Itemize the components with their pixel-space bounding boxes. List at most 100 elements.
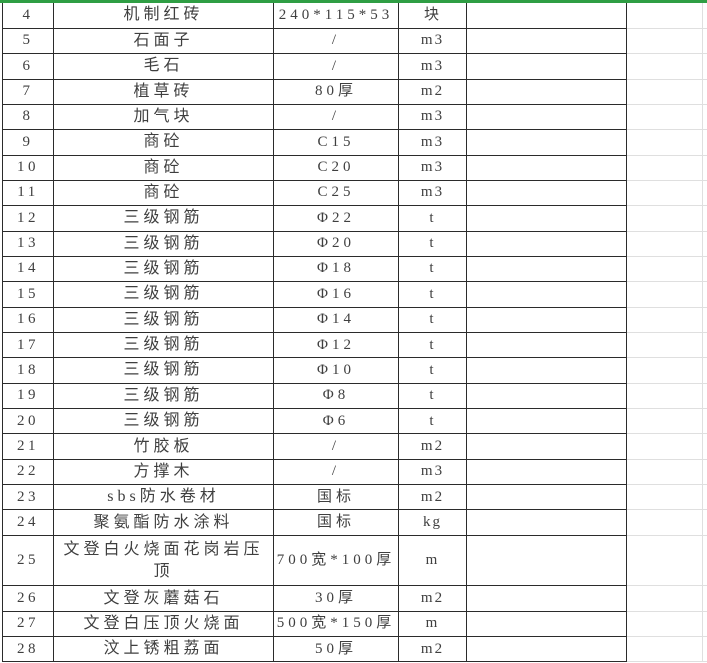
value-cell[interactable] (466, 129, 627, 156)
value-cell[interactable] (466, 281, 627, 308)
grid-cell[interactable] (626, 53, 703, 80)
grid-cell-edge[interactable] (702, 205, 707, 232)
unit-cell[interactable]: m3 (398, 179, 467, 207)
value-cell[interactable] (466, 154, 627, 181)
unit-cell[interactable]: t (398, 407, 467, 435)
spec-cell[interactable]: / (273, 27, 399, 55)
grid-cell[interactable] (626, 535, 703, 587)
spec-cell[interactable]: C15 (273, 129, 399, 156)
value-cell[interactable] (466, 484, 627, 511)
row-number-cell[interactable]: 8 (2, 103, 54, 131)
material-name-cell[interactable]: 三级钢筋 (53, 230, 274, 257)
grid-cell[interactable] (626, 281, 703, 308)
grid-cell-edge[interactable] (702, 28, 707, 55)
value-cell[interactable] (466, 331, 627, 359)
material-name-cell[interactable]: 三级钢筋 (53, 357, 274, 384)
value-cell[interactable] (466, 27, 627, 55)
grid-cell[interactable] (626, 307, 703, 333)
value-cell[interactable] (466, 103, 627, 131)
unit-cell[interactable]: m3 (398, 458, 467, 486)
row-number-cell[interactable]: 22 (2, 458, 54, 486)
unit-cell[interactable]: t (398, 281, 467, 308)
grid-cell[interactable] (626, 205, 703, 232)
value-cell[interactable] (466, 407, 627, 435)
row-number-cell[interactable]: 17 (2, 331, 54, 359)
row-number-cell[interactable]: 20 (2, 407, 54, 435)
grid-cell[interactable] (626, 408, 703, 435)
unit-cell[interactable]: 块 (398, 3, 467, 29)
material-name-cell[interactable]: 植草砖 (53, 78, 274, 105)
value-cell[interactable] (466, 53, 627, 80)
value-cell[interactable] (466, 509, 627, 536)
row-number-cell[interactable]: 26 (2, 585, 54, 612)
value-cell[interactable] (466, 585, 627, 612)
unit-cell[interactable]: t (398, 382, 467, 410)
row-number-cell[interactable]: 9 (2, 129, 54, 156)
material-name-cell[interactable]: 加气块 (53, 103, 274, 131)
spec-cell[interactable]: Φ16 (273, 281, 399, 308)
material-name-cell[interactable]: 竹胶板 (53, 433, 274, 460)
material-name-cell[interactable]: 三级钢筋 (53, 407, 274, 435)
material-name-cell[interactable]: 三级钢筋 (53, 306, 274, 333)
grid-cell-edge[interactable] (702, 79, 707, 105)
material-name-cell[interactable]: 三级钢筋 (53, 255, 274, 283)
row-number-cell[interactable]: 21 (2, 433, 54, 460)
row-number-cell[interactable]: 25 (2, 534, 54, 587)
grid-cell[interactable] (626, 28, 703, 55)
grid-cell[interactable] (626, 129, 703, 156)
material-name-cell[interactable]: 三级钢筋 (53, 205, 274, 232)
spec-cell[interactable]: Φ8 (273, 382, 399, 410)
material-name-cell[interactable]: 三级钢筋 (53, 281, 274, 308)
value-cell[interactable] (466, 636, 627, 663)
grid-cell-edge[interactable] (702, 256, 707, 283)
grid-cell[interactable] (626, 79, 703, 105)
value-cell[interactable] (466, 230, 627, 257)
row-number-cell[interactable]: 4 (2, 3, 54, 29)
material-name-cell[interactable]: 机制红砖 (53, 3, 274, 29)
grid-cell[interactable] (626, 104, 703, 131)
row-number-cell[interactable]: 12 (2, 205, 54, 232)
unit-cell[interactable]: t (398, 331, 467, 359)
unit-cell[interactable]: m2 (398, 78, 467, 105)
material-name-cell[interactable]: 商砼 (53, 179, 274, 207)
material-name-cell[interactable]: 三级钢筋 (53, 382, 274, 410)
row-number-cell[interactable]: 19 (2, 382, 54, 410)
unit-cell[interactable]: m3 (398, 129, 467, 156)
grid-cell-edge[interactable] (702, 484, 707, 511)
row-number-cell[interactable]: 23 (2, 484, 54, 511)
grid-cell[interactable] (626, 332, 703, 359)
unit-cell[interactable]: m2 (398, 484, 467, 511)
grid-cell-edge[interactable] (702, 535, 707, 587)
spec-cell[interactable]: Φ20 (273, 230, 399, 257)
material-name-cell[interactable]: 文登灰蘑菇石 (53, 585, 274, 612)
grid-cell-edge[interactable] (702, 332, 707, 359)
row-number-cell[interactable]: 11 (2, 179, 54, 207)
spec-cell[interactable]: 700宽*100厚 (273, 534, 399, 587)
grid-cell-edge[interactable] (702, 180, 707, 207)
row-number-cell[interactable]: 27 (2, 610, 54, 638)
unit-cell[interactable]: m2 (398, 585, 467, 612)
spec-cell[interactable]: Φ12 (273, 331, 399, 359)
spec-cell[interactable]: Φ18 (273, 255, 399, 283)
grid-cell[interactable] (626, 231, 703, 257)
grid-cell[interactable] (626, 611, 703, 638)
spec-cell[interactable]: Φ6 (273, 407, 399, 435)
material-name-cell[interactable]: 石面子 (53, 27, 274, 55)
value-cell[interactable] (466, 179, 627, 207)
row-number-cell[interactable]: 18 (2, 357, 54, 384)
spec-cell[interactable]: C25 (273, 179, 399, 207)
material-name-cell[interactable]: 商砼 (53, 154, 274, 181)
value-cell[interactable] (466, 534, 627, 587)
spec-cell[interactable]: 50厚 (273, 636, 399, 663)
grid-cell[interactable] (626, 433, 703, 460)
value-cell[interactable] (466, 3, 627, 29)
row-number-cell[interactable]: 7 (2, 78, 54, 105)
spec-cell[interactable]: / (273, 103, 399, 131)
material-name-cell[interactable]: 方撑木 (53, 458, 274, 486)
unit-cell[interactable]: m3 (398, 27, 467, 55)
row-number-cell[interactable]: 5 (2, 27, 54, 55)
spec-cell[interactable]: / (273, 458, 399, 486)
value-cell[interactable] (466, 610, 627, 638)
grid-cell[interactable] (626, 3, 703, 29)
row-number-cell[interactable]: 10 (2, 154, 54, 181)
